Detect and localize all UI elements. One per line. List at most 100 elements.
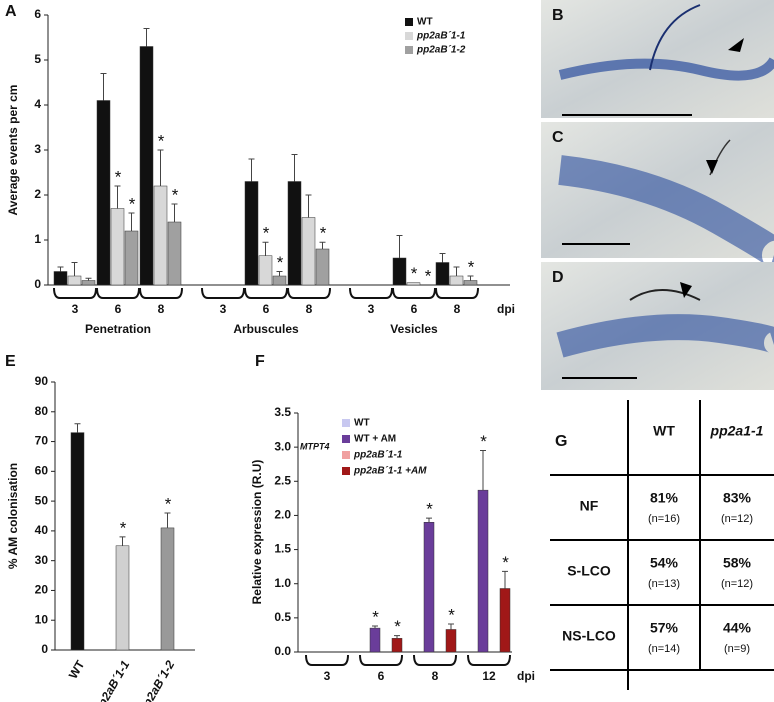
- y-tick-label: 3.5: [274, 405, 291, 419]
- y-tick-label: 1.0: [274, 576, 291, 590]
- bar: [445, 629, 457, 653]
- error-bar: [262, 241, 269, 256]
- table-header: WT: [653, 423, 675, 439]
- y-tick-label: 20: [35, 583, 49, 597]
- significance-mark: *: [502, 553, 509, 572]
- category-brace: [287, 287, 331, 299]
- bar: [81, 280, 96, 286]
- error-bar: [305, 194, 312, 218]
- y-tick-label: 70: [35, 434, 49, 448]
- category-brace: [96, 287, 140, 299]
- panel-label: G: [555, 433, 567, 450]
- legend-label: pp2aB´1-1: [416, 31, 466, 42]
- significance-mark: *: [165, 495, 172, 514]
- table-header: pp2a1-1: [710, 423, 764, 439]
- bar: [301, 217, 316, 286]
- legend-label: pp2aB´1-2: [416, 45, 466, 56]
- x-tick-label: 12: [482, 669, 496, 683]
- legend-swatch: [405, 46, 413, 54]
- legend-swatch: [342, 451, 350, 459]
- y-tick-label: 80: [35, 404, 49, 418]
- x-tick-label: 8: [158, 302, 165, 316]
- y-tick-label: 2.0: [274, 508, 291, 522]
- y-tick-label: 3: [34, 142, 41, 156]
- error-bar: [114, 185, 121, 209]
- x-tick-label: pp2aB´1-2: [136, 658, 178, 702]
- error-bar: [439, 253, 446, 263]
- y-axis-title: Average events per cm: [6, 85, 20, 216]
- y-tick-label: 0: [34, 277, 41, 291]
- category-brace: [244, 287, 288, 299]
- legend-label: WT + AM: [354, 434, 396, 445]
- significance-mark: *: [120, 518, 127, 537]
- significance-mark: *: [468, 257, 475, 276]
- bar: [96, 100, 111, 286]
- error-bar: [100, 73, 107, 101]
- x-tick-label: 6: [378, 669, 385, 683]
- row-label: S-LCO: [567, 563, 611, 579]
- legend-swatch: [405, 32, 413, 40]
- error-bar: [480, 450, 486, 491]
- cell-count: (n=12): [721, 513, 753, 525]
- bar: [244, 181, 259, 286]
- error-bar: [372, 625, 378, 629]
- micrograph-b: B: [541, 0, 774, 118]
- bar: [423, 522, 435, 653]
- group-label: Vesicles: [390, 322, 438, 336]
- y-tick-label: 30: [35, 553, 49, 567]
- significance-mark: *: [394, 617, 401, 636]
- y-tick-label: 60: [35, 464, 49, 478]
- row-label: NF: [580, 498, 599, 514]
- significance-mark: *: [448, 605, 455, 624]
- error-bar: [164, 512, 171, 528]
- error-bar: [157, 149, 164, 186]
- annotation: MTPT4: [300, 441, 330, 451]
- category-brace: [467, 654, 511, 666]
- cell-count: (n=9): [724, 643, 750, 655]
- group-label: Arbuscules: [233, 322, 299, 336]
- panel-label: D: [552, 269, 564, 286]
- error-bar: [171, 203, 178, 222]
- error-bar: [143, 28, 150, 47]
- significance-mark: *: [129, 194, 136, 213]
- panel-label: E: [5, 353, 16, 370]
- cell-count: (n=16): [648, 513, 680, 525]
- x-tick-label: 3: [368, 302, 375, 316]
- error-bar: [394, 635, 400, 639]
- y-tick-label: 0.0: [274, 644, 291, 658]
- x-tick-label: WT: [66, 658, 88, 682]
- significance-mark: *: [320, 224, 327, 243]
- x-tick-label: 6: [263, 302, 270, 316]
- y-tick-label: 0.5: [274, 610, 291, 624]
- bar: [53, 271, 68, 286]
- error-bar: [276, 271, 283, 276]
- bar: [124, 230, 139, 286]
- bar: [139, 46, 154, 286]
- y-tick-label: 1: [34, 232, 41, 246]
- panel-label: C: [552, 129, 564, 146]
- significance-mark: *: [172, 185, 179, 204]
- bar: [406, 282, 421, 286]
- category-brace: [392, 287, 436, 299]
- x-tick-label: 3: [324, 669, 331, 683]
- legend-swatch: [342, 419, 350, 427]
- bar: [153, 185, 168, 286]
- error-bar: [291, 154, 298, 182]
- x-axis-title: dpi: [517, 669, 535, 683]
- bar: [391, 638, 403, 653]
- x-tick-label: 3: [220, 302, 227, 316]
- bar: [435, 262, 450, 286]
- significance-mark: *: [372, 608, 379, 627]
- y-tick-label: 1.5: [274, 542, 291, 556]
- category-brace: [201, 287, 245, 299]
- significance-mark: *: [426, 500, 433, 519]
- x-tick-label: pp2aB´1-1: [91, 658, 133, 702]
- x-tick-label: 3: [72, 302, 79, 316]
- category-brace: [139, 287, 183, 299]
- error-bar: [396, 235, 403, 258]
- cell-count: (n=14): [648, 643, 680, 655]
- y-axis-title: % AM colonisation: [6, 463, 20, 569]
- y-tick-label: 10: [35, 612, 49, 626]
- micrograph-d: D: [541, 262, 774, 390]
- legend-label: pp2aB´1-1: [353, 450, 403, 461]
